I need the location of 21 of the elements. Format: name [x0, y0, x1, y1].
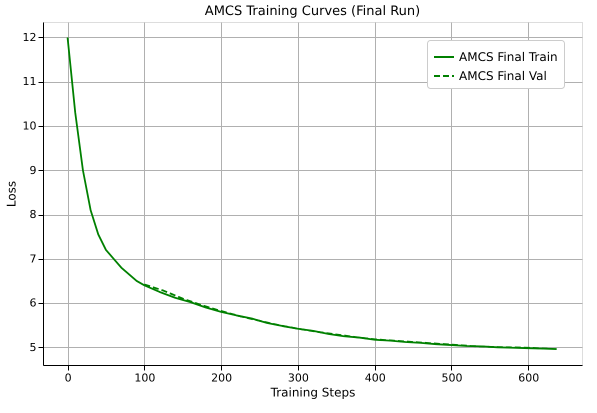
x-tick-label: 400 [364, 372, 386, 384]
x-axis-title: Training Steps [270, 386, 356, 400]
y-tick-label: 8 [30, 208, 36, 222]
x-tick-label: 100 [134, 372, 156, 384]
x-tick-label: 300 [288, 372, 309, 384]
legend-label: AMCS Final Train [459, 50, 558, 64]
x-tick-label: 200 [211, 372, 232, 384]
y-axis-title: Loss [4, 180, 19, 208]
y-tick-label: 9 [30, 164, 36, 177]
chart-title: AMCS Training Curves (Final Run) [204, 4, 420, 19]
y-tick-label: 6 [30, 296, 36, 310]
y-tick-label: 5 [30, 340, 36, 354]
y-tick-label: 12 [22, 30, 36, 44]
line-series [66, 36, 558, 350]
legend-label: AMCS Final Val [459, 69, 547, 83]
x-tick-label: 500 [441, 372, 462, 384]
x-tick-label: 600 [518, 372, 540, 384]
y-tick-label: 7 [30, 252, 36, 266]
y-tick-label: 10 [22, 120, 36, 133]
y-tick-label: 11 [22, 75, 36, 88]
x-tick-label: 0 [64, 372, 72, 384]
